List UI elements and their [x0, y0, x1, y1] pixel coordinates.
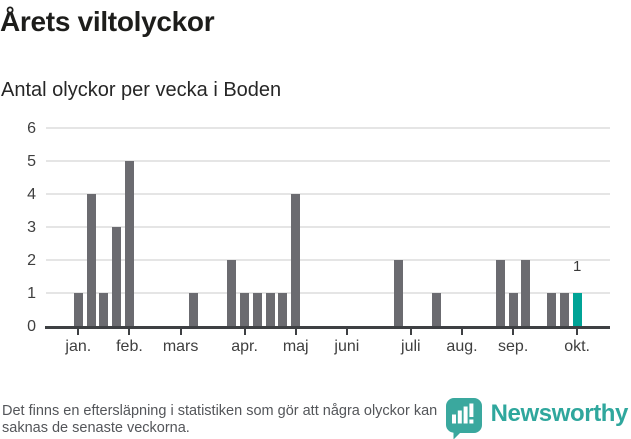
bar-week-2: [86, 194, 96, 326]
bar-week-13: [227, 260, 237, 326]
bar-week-39: [559, 293, 569, 326]
x-axis-line: [45, 326, 610, 329]
newsworthy-logo: Newsworthy: [445, 398, 629, 439]
x-axis-label-juli: juli: [401, 338, 421, 355]
x-axis-tick-juni: [345, 329, 348, 335]
y-axis-label-5: 5: [27, 153, 36, 170]
gridline-y1: [46, 292, 610, 294]
x-axis-label-jan: jan.: [65, 338, 92, 355]
x-axis-label-feb: feb.: [116, 338, 143, 355]
y-axis-label-3: 3: [27, 219, 36, 236]
logo-exclamation-bar: [469, 403, 474, 417]
chart-subtitle: Antal olyckor per vecka i Boden: [1, 79, 282, 101]
bar-week-18: [291, 194, 301, 326]
logo-bar-2: [457, 410, 462, 424]
x-axis-label-okt: okt.: [564, 338, 590, 355]
bar-week-26: [393, 260, 403, 326]
gridline-y5: [46, 160, 610, 162]
x-axis-label-aug: aug.: [446, 338, 478, 355]
x-axis-label-apr: apr.: [231, 338, 258, 355]
y-axis-label-0: 0: [27, 318, 36, 335]
bar-week-5: [124, 161, 134, 326]
gridline-y6: [46, 127, 610, 129]
x-axis-tick-sep: [512, 329, 515, 335]
x-axis-tick-mars: [179, 329, 182, 335]
x-axis-label-mars: mars: [162, 338, 199, 355]
bar-week-34: [495, 260, 505, 326]
logo-exclamation-dot: [469, 419, 474, 424]
x-axis-tick-juli: [409, 329, 412, 335]
y-axis-label-1: 1: [27, 285, 36, 302]
x-axis-tick-aug: [461, 329, 463, 335]
logo-bar-1: [451, 414, 456, 424]
x-axis-tick-okt: [576, 329, 579, 335]
bar-week-35: [508, 293, 518, 326]
bar-week-38: [547, 293, 557, 326]
highlight-bar-value-label: 1: [572, 258, 582, 275]
x-axis-tick-maj: [294, 329, 297, 335]
y-axis-label-6: 6: [27, 120, 36, 137]
x-axis-tick-apr: [243, 329, 246, 335]
gridline-y2: [46, 259, 610, 261]
bar-week-1: [73, 293, 83, 326]
bar-week-4: [112, 227, 122, 326]
highlight-bar-week-40: [572, 293, 582, 326]
bar-week-14: [240, 293, 250, 326]
bar-week-36: [521, 260, 531, 326]
x-axis-tick-feb: [128, 329, 131, 335]
x-axis-label-sep: sep.: [498, 338, 529, 355]
x-axis-tick-jan: [77, 329, 80, 335]
x-axis-label-juni: juni: [334, 338, 360, 355]
gridline-y3: [46, 226, 610, 228]
bar-week-29: [431, 293, 441, 326]
bar-week-16: [265, 293, 275, 326]
bar-week-10: [188, 293, 198, 326]
gridline-y4: [46, 193, 610, 195]
bar-week-15: [252, 293, 262, 326]
y-axis-label-2: 2: [27, 252, 36, 269]
footnote: Det finns en eftersläpning i statistiken…: [2, 403, 438, 436]
chart-title: Årets viltolyckor: [0, 6, 215, 37]
bar-week-3: [99, 293, 109, 326]
logo-bar-3: [463, 406, 468, 424]
newsworthy-logo-icon: [445, 398, 482, 439]
bar-week-17: [278, 293, 288, 326]
newsworthy-wordmark: Newsworthy: [490, 399, 629, 427]
y-axis-label-4: 4: [27, 186, 36, 203]
x-axis-label-maj: maj: [282, 338, 309, 355]
